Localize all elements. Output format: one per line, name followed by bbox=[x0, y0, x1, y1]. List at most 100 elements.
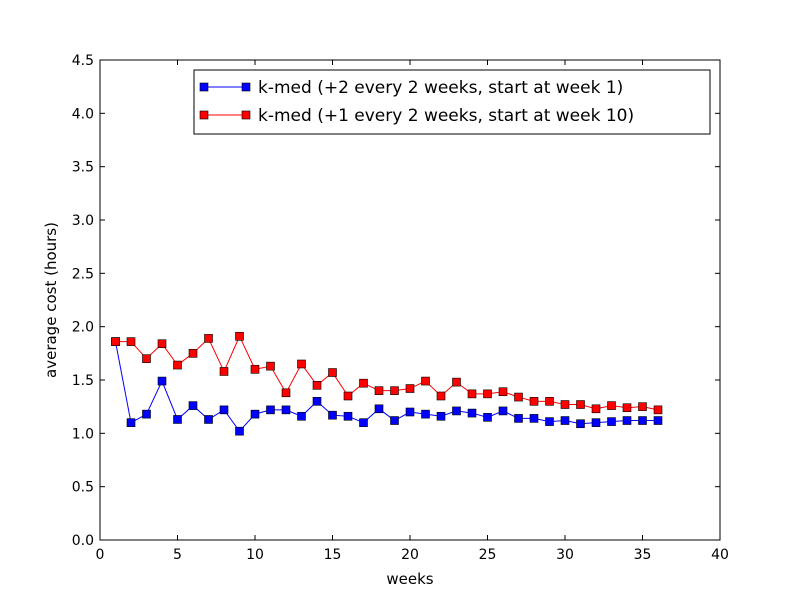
series-2-point bbox=[173, 360, 182, 370]
y-axis-label: average cost (hours) bbox=[42, 222, 60, 378]
x-tick-label: 25 bbox=[479, 547, 497, 563]
y-tick-label: 3.5 bbox=[72, 160, 94, 176]
series-1-point bbox=[514, 414, 523, 423]
y-tick-label: 0.0 bbox=[72, 533, 94, 549]
y-tick-label: 2.0 bbox=[72, 320, 94, 336]
y-tick-label: 1.5 bbox=[72, 373, 94, 389]
x-tick-label: 15 bbox=[324, 547, 342, 563]
series-2-point bbox=[142, 354, 151, 363]
y-tick-label: 0.5 bbox=[72, 480, 94, 496]
x-tick-label: 5 bbox=[173, 547, 182, 563]
series-2-point bbox=[188, 349, 198, 358]
series-1-point bbox=[576, 419, 585, 429]
series-2-point bbox=[328, 368, 337, 377]
series-2-point bbox=[281, 388, 291, 398]
series-2-point bbox=[591, 404, 601, 414]
series-1-point bbox=[188, 401, 198, 410]
series-2-point bbox=[498, 387, 508, 397]
series-1-point bbox=[297, 411, 306, 421]
series-1-point bbox=[452, 406, 461, 416]
series-2-point bbox=[204, 334, 213, 343]
x-tick-label: 35 bbox=[634, 547, 652, 563]
series-2-point bbox=[359, 378, 368, 388]
series-2-point bbox=[560, 400, 570, 409]
legend-label-2: k-med (+1 every 2 weeks, start at week 1… bbox=[258, 106, 634, 126]
y-tick-label: 3.0 bbox=[72, 213, 94, 229]
series-1-point bbox=[204, 415, 213, 424]
series-2-point bbox=[343, 391, 353, 401]
series-line-2 bbox=[115, 335, 659, 411]
series-2-point bbox=[297, 359, 306, 369]
series-1-point bbox=[421, 409, 430, 419]
series-2-point bbox=[452, 377, 461, 387]
series-1-point bbox=[498, 406, 508, 416]
series-2-point bbox=[266, 361, 275, 371]
series-1-point bbox=[529, 414, 539, 423]
series-1-point bbox=[142, 409, 151, 419]
series-1-point bbox=[405, 407, 415, 417]
series-2-point bbox=[607, 401, 616, 410]
series-1-point bbox=[653, 416, 663, 425]
series-2-point bbox=[250, 365, 260, 374]
series-2-point bbox=[576, 400, 585, 409]
series-1-point bbox=[235, 426, 244, 436]
legend-marker-2 bbox=[199, 110, 209, 120]
x-tick-label: 40 bbox=[711, 547, 729, 563]
series-2-point bbox=[405, 384, 415, 393]
series-1-point bbox=[622, 416, 632, 425]
series-2-point bbox=[436, 391, 446, 401]
series-2-point bbox=[421, 376, 430, 386]
series-1-point bbox=[483, 413, 492, 422]
series-2-point bbox=[312, 381, 322, 390]
legend-marker-1 bbox=[241, 82, 251, 92]
series-1-point bbox=[560, 416, 570, 425]
series-2-point bbox=[111, 337, 120, 346]
series-1-point bbox=[607, 417, 616, 426]
series-1-point bbox=[328, 410, 337, 420]
series-2-point bbox=[219, 367, 229, 376]
series-2-point bbox=[483, 389, 492, 399]
series-2-point bbox=[467, 389, 477, 399]
y-tick-label: 1.0 bbox=[72, 426, 94, 442]
series-2-point bbox=[529, 397, 539, 406]
series-1-point bbox=[219, 405, 229, 415]
series-2-point bbox=[514, 392, 523, 402]
x-tick-label: 20 bbox=[401, 547, 419, 563]
series-1-point bbox=[390, 416, 399, 425]
series-2-point bbox=[638, 402, 647, 411]
legend-box bbox=[193, 69, 711, 135]
x-tick-label: 0 bbox=[96, 547, 105, 563]
series-2-point bbox=[390, 386, 399, 395]
x-tick-label: 30 bbox=[556, 547, 574, 563]
series-2-point bbox=[622, 403, 632, 413]
series-1-point bbox=[312, 397, 322, 406]
series-1-point bbox=[638, 416, 647, 425]
series-1-point bbox=[250, 409, 260, 419]
series-2-point bbox=[653, 405, 663, 415]
series-2-point bbox=[157, 339, 167, 349]
series-1-point bbox=[157, 376, 167, 386]
x-axis-label: weeks bbox=[386, 570, 433, 588]
series-1-point bbox=[374, 404, 384, 414]
series-1-point bbox=[343, 411, 353, 421]
series-1-point bbox=[281, 405, 291, 415]
legend-marker-2 bbox=[241, 110, 251, 120]
series-1-point bbox=[545, 417, 554, 426]
x-tick-label: 10 bbox=[246, 547, 264, 563]
legend-label-1: k-med (+2 every 2 weeks, start at week 1… bbox=[258, 78, 623, 98]
series-2-point bbox=[126, 337, 136, 346]
series-1-point bbox=[436, 411, 446, 421]
y-tick-label: 4.0 bbox=[72, 106, 94, 122]
y-tick-label: 4.5 bbox=[72, 53, 94, 69]
series-1-point bbox=[126, 418, 136, 427]
series-1-point bbox=[173, 415, 182, 424]
series-2-point bbox=[374, 386, 384, 395]
series-2-point bbox=[545, 397, 554, 406]
series-1-point bbox=[591, 418, 601, 427]
series-1-point bbox=[359, 418, 368, 427]
series-2-point bbox=[235, 331, 244, 341]
series-1-point bbox=[266, 405, 275, 415]
series-1-point bbox=[467, 408, 477, 418]
